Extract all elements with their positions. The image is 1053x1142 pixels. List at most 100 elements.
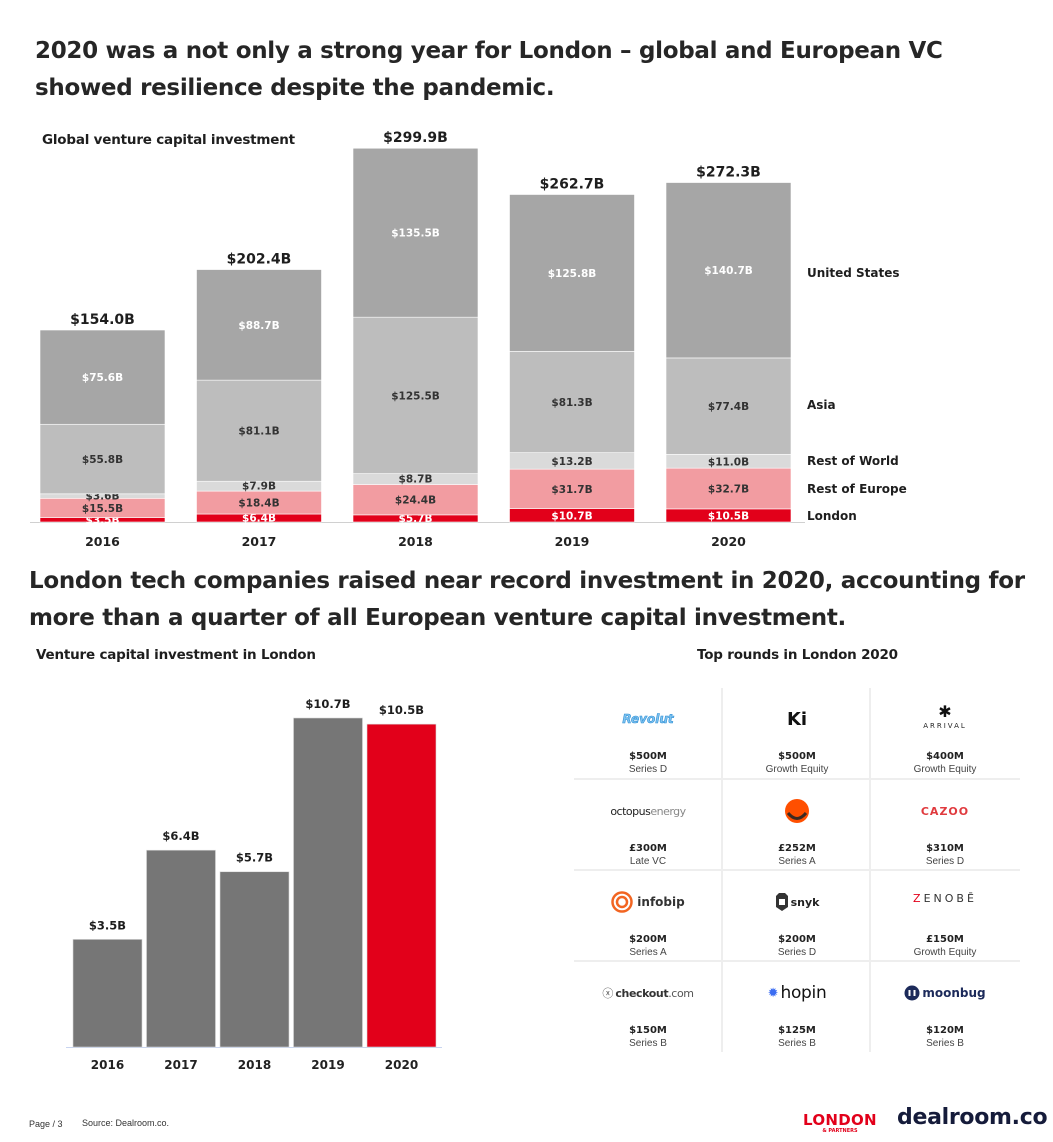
bar-segment-united-states [39, 329, 166, 425]
round-series: Late VC [629, 856, 667, 867]
round-series: Growth Equity [913, 764, 977, 775]
data-label: $10.7B [305, 697, 350, 711]
data-label: $140.7B [704, 265, 753, 277]
moonbug-icon [904, 985, 920, 1001]
x-tick-label: 2019 [311, 1058, 344, 1072]
data-label: $15.5B [82, 503, 123, 515]
data-label: $77.4B [708, 401, 749, 413]
bar [219, 871, 290, 1048]
data-label: $13.2B [551, 456, 592, 468]
round-card-ki[interactable]: Ki $500M Growth Equity [723, 688, 871, 778]
bar-segment-rest-of-europe [509, 468, 635, 509]
hopin-burst-icon: ✹ [767, 985, 779, 1000]
snyk-dog-icon [775, 893, 788, 911]
round-amount: £300M [629, 843, 667, 854]
legend-item: Rest of Europe [807, 482, 907, 496]
total-label: $299.9B [383, 130, 448, 146]
round-amount: $125M [778, 1025, 816, 1036]
bar [293, 717, 363, 1048]
x-tick-label: 2017 [164, 1058, 197, 1072]
round-card-moonbug[interactable]: moonbug $120M Series B [871, 962, 1019, 1052]
cazoo-logo: CAZOO [920, 804, 970, 818]
snyk-logo: snyk [723, 889, 871, 915]
bar-segment-asia [665, 357, 792, 455]
bar-segment-asia [39, 423, 166, 495]
data-label: $10.5B [379, 703, 424, 717]
monzo-logo [723, 798, 871, 824]
source-note: Source: Dealroom.co. [82, 1118, 170, 1128]
data-label: $5.7B [399, 513, 433, 525]
legend-item: Asia [807, 398, 836, 412]
x-tick-label: 2018 [398, 534, 433, 549]
data-label: $55.8B [82, 454, 123, 466]
chart-title-london: Venture capital investment in London [36, 647, 316, 663]
round-series: Series B [778, 1038, 816, 1049]
round-card-hopin[interactable]: ✹ hopin $125M Series B [723, 962, 871, 1052]
data-label: $75.6B [82, 372, 123, 384]
round-series: Series B [926, 1038, 964, 1049]
round-card-checkout[interactable]: ⓧ checkout.com $150M Series B [574, 962, 722, 1052]
round-amount: $200M [778, 934, 816, 945]
revolut-logo: Revolut [622, 712, 674, 727]
round-card-revolut[interactable]: Revolut $500M Series D [574, 688, 722, 778]
round-card-cazoo[interactable]: CAZOO $310M Series D [871, 780, 1019, 870]
round-amount: £150M [926, 934, 964, 945]
data-label: $24.4B [395, 495, 436, 507]
round-card-infobip[interactable]: infobip $200M Series A [574, 871, 722, 961]
total-label: $154.0B [70, 312, 135, 328]
asterisk-icon: ✱ [938, 704, 952, 721]
data-label: $11.0B [708, 456, 749, 468]
london-vc-bar-chart: $3.5B 2016 $6.4B 2017 $5.7B 2018 $10.7B 2019 $10… [66, 697, 442, 1072]
x-tick-label: 2017 [242, 534, 277, 549]
round-card-octopus-energy[interactable]: octopusenergy £300M Late VC [574, 780, 722, 870]
total-label: $202.4B [227, 252, 292, 268]
chart-title-global: Global venture capital investment [42, 132, 295, 148]
data-label: $7.9B [242, 481, 276, 493]
data-label: $6.4B [242, 513, 276, 525]
round-card-snyk[interactable]: snyk $200M Series D [723, 871, 871, 961]
bar [146, 849, 216, 1048]
infobip-target-icon [611, 891, 634, 913]
data-label: $81.3B [551, 397, 592, 409]
octopus-energy-logo: octopusenergy [610, 804, 686, 818]
moonbug-logo: moonbug [871, 980, 1019, 1006]
x-tick-label: 2020 [385, 1058, 418, 1072]
round-series: Series D [628, 764, 668, 775]
round-series: Growth Equity [913, 947, 977, 958]
data-label: $10.5B [708, 510, 749, 522]
round-amount: $200M [629, 934, 667, 945]
grid-divider [574, 960, 1020, 962]
round-amount: £252M [778, 843, 816, 854]
round-amount: $500M [778, 751, 816, 762]
legend-item: United States [807, 266, 900, 280]
x-tick-label: 2019 [555, 534, 590, 549]
grid-divider [574, 869, 1020, 871]
round-amount: $400M [926, 751, 964, 762]
x-tick-label: 2020 [711, 534, 746, 549]
x-tick-label: 2016 [85, 534, 120, 549]
data-label: $5.7B [236, 851, 273, 865]
round-amount: $500M [629, 751, 667, 762]
round-card-arrival[interactable]: ✱ ARRIVAL $400M Growth Equity [871, 688, 1019, 778]
london-partners-subtitle: & PARTNERS [822, 1128, 858, 1134]
x-tick-label: 2016 [91, 1058, 124, 1072]
bar-segment-asia [196, 379, 322, 482]
data-label: $18.4B [238, 498, 279, 510]
data-label: $125.5B [391, 390, 440, 402]
checkout-mark-icon: ⓧ [602, 988, 614, 1000]
legend-item: Rest of World [807, 454, 899, 468]
bar-segment-rest-of-europe [352, 484, 479, 516]
round-card-monzo[interactable]: £252M Series A [723, 780, 871, 870]
grid-divider [574, 778, 1020, 780]
round-series: Series D [777, 947, 817, 958]
round-card-zenobe[interactable]: ZENOBĒ £150M Growth Equity [871, 871, 1019, 961]
london-partners-wordmark: LONDON [803, 1111, 877, 1129]
london-partners-logo: LONDON & PARTNERS [803, 1112, 877, 1135]
bar-segment-united-states [509, 194, 635, 352]
monzo-circle-icon [785, 799, 809, 823]
page-number: Page / 3 [29, 1119, 63, 1129]
total-label: $262.7B [540, 177, 605, 193]
arrival-logo: ✱ ARRIVAL [923, 704, 967, 731]
round-series: Series D [925, 856, 965, 867]
infobip-logo: infobip [574, 889, 722, 915]
